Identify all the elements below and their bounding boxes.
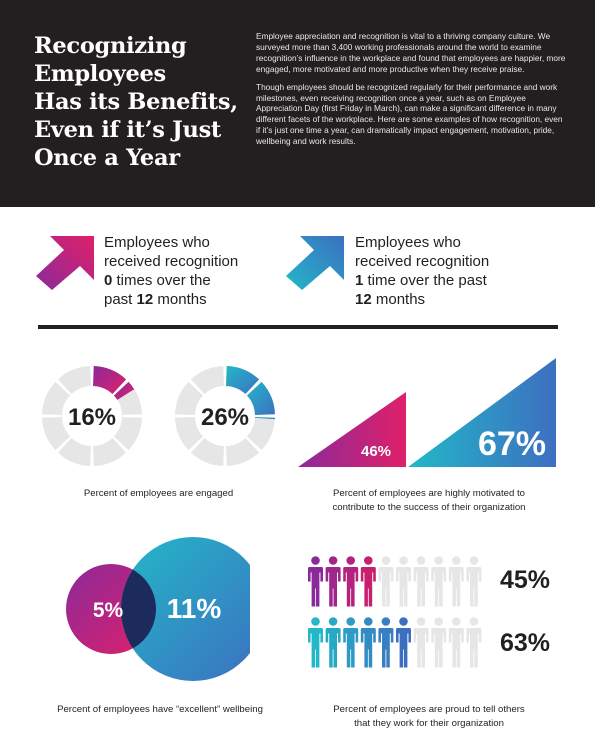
motivated-caption: Percent of employees are highly motivate… bbox=[332, 488, 526, 513]
wellbeing-venn: 5% 11% bbox=[66, 537, 250, 681]
title-line: Once a Year bbox=[34, 145, 180, 171]
donut-segment bbox=[190, 366, 224, 395]
person-icon bbox=[360, 556, 376, 607]
engaged-zero-value: 16% bbox=[68, 404, 116, 431]
engaged-one-value: 26% bbox=[201, 404, 249, 431]
intro-text: Employee appreciation and recognition is… bbox=[256, 31, 566, 154]
donut-segment bbox=[113, 417, 142, 451]
legend-one-recognition: Employees who received recognition 1 tim… bbox=[355, 234, 490, 308]
intro-paragraph-1: Employee appreciation and recognition is… bbox=[256, 31, 566, 74]
donut-segment bbox=[93, 437, 127, 466]
wellbeing-zero-value: 5% bbox=[93, 599, 124, 622]
motivated-zero-value: 46% bbox=[361, 443, 391, 460]
person-icon bbox=[360, 617, 376, 668]
person-icon bbox=[431, 556, 447, 607]
person-icon bbox=[378, 617, 394, 668]
donut-segment bbox=[93, 366, 127, 395]
donut-segment bbox=[113, 381, 135, 400]
donut-segment bbox=[246, 417, 275, 451]
donut-segment bbox=[57, 437, 91, 466]
proud-one-people bbox=[308, 617, 482, 668]
section-divider bbox=[38, 325, 558, 329]
page-title: Recognizing Employees Has its Benefits, … bbox=[34, 32, 264, 172]
proud-zero-value: 45% bbox=[500, 566, 551, 594]
header-banner: Recognizing Employees Has its Benefits, … bbox=[0, 0, 595, 207]
person-icon bbox=[396, 556, 411, 607]
wellbeing-one-value: 11% bbox=[167, 593, 222, 624]
motivated-triangles: 46% 67% bbox=[298, 358, 556, 467]
title-line: Even if it’s Just bbox=[34, 117, 222, 143]
donut-segments bbox=[175, 366, 275, 466]
donut-segment bbox=[175, 417, 204, 451]
arrow-up-right-icon bbox=[36, 236, 94, 290]
engaged-donut-one: 26% bbox=[175, 366, 275, 466]
arrow-up-right-icon bbox=[286, 236, 344, 290]
person-icon bbox=[325, 617, 341, 668]
engaged-donut-zero: 16% bbox=[42, 366, 142, 466]
title-line: Recognizing bbox=[34, 33, 187, 59]
donut-segment bbox=[42, 417, 71, 451]
donut-segment bbox=[57, 366, 91, 395]
legend-zero-recognition: Employees who received recognition 0 tim… bbox=[104, 234, 239, 308]
person-icon bbox=[308, 556, 323, 607]
motivated-one-triangle bbox=[408, 358, 556, 467]
donut-segment bbox=[226, 366, 260, 395]
person-icon bbox=[343, 556, 359, 607]
title-line: Employees bbox=[34, 61, 166, 87]
intro-paragraph-2: Though employees should be recognized re… bbox=[256, 81, 563, 147]
donut-segment bbox=[42, 381, 71, 415]
title-line: Has its Benefits, bbox=[34, 89, 238, 115]
proud-caption: Percent of employees are proud to tell o… bbox=[333, 704, 525, 729]
donut-segment bbox=[226, 437, 260, 466]
person-icon bbox=[343, 617, 359, 668]
donut-segment bbox=[246, 381, 275, 415]
wellbeing-caption: Percent of employees have “excellent” we… bbox=[57, 704, 263, 715]
person-icon bbox=[325, 556, 341, 607]
motivated-zero-triangle bbox=[298, 392, 406, 467]
person-icon bbox=[448, 617, 464, 668]
person-icon bbox=[413, 556, 429, 607]
person-icon bbox=[413, 617, 429, 668]
donut-segment bbox=[254, 417, 275, 420]
person-icon bbox=[466, 556, 482, 607]
engaged-caption: Percent of employees are engaged bbox=[83, 488, 234, 499]
person-icon bbox=[466, 617, 482, 668]
person-icon bbox=[396, 617, 411, 668]
proud-zero-people bbox=[308, 556, 482, 607]
person-icon bbox=[431, 617, 447, 668]
person-icon bbox=[378, 556, 394, 607]
donut-segments bbox=[42, 366, 142, 466]
donut-segment bbox=[175, 381, 204, 415]
person-icon bbox=[308, 617, 323, 668]
wellbeing-one-circle bbox=[121, 537, 250, 681]
motivated-one-value: 67% bbox=[478, 425, 546, 463]
person-icon bbox=[448, 556, 464, 607]
proud-one-value: 63% bbox=[500, 629, 551, 657]
donut-segment bbox=[190, 437, 224, 466]
